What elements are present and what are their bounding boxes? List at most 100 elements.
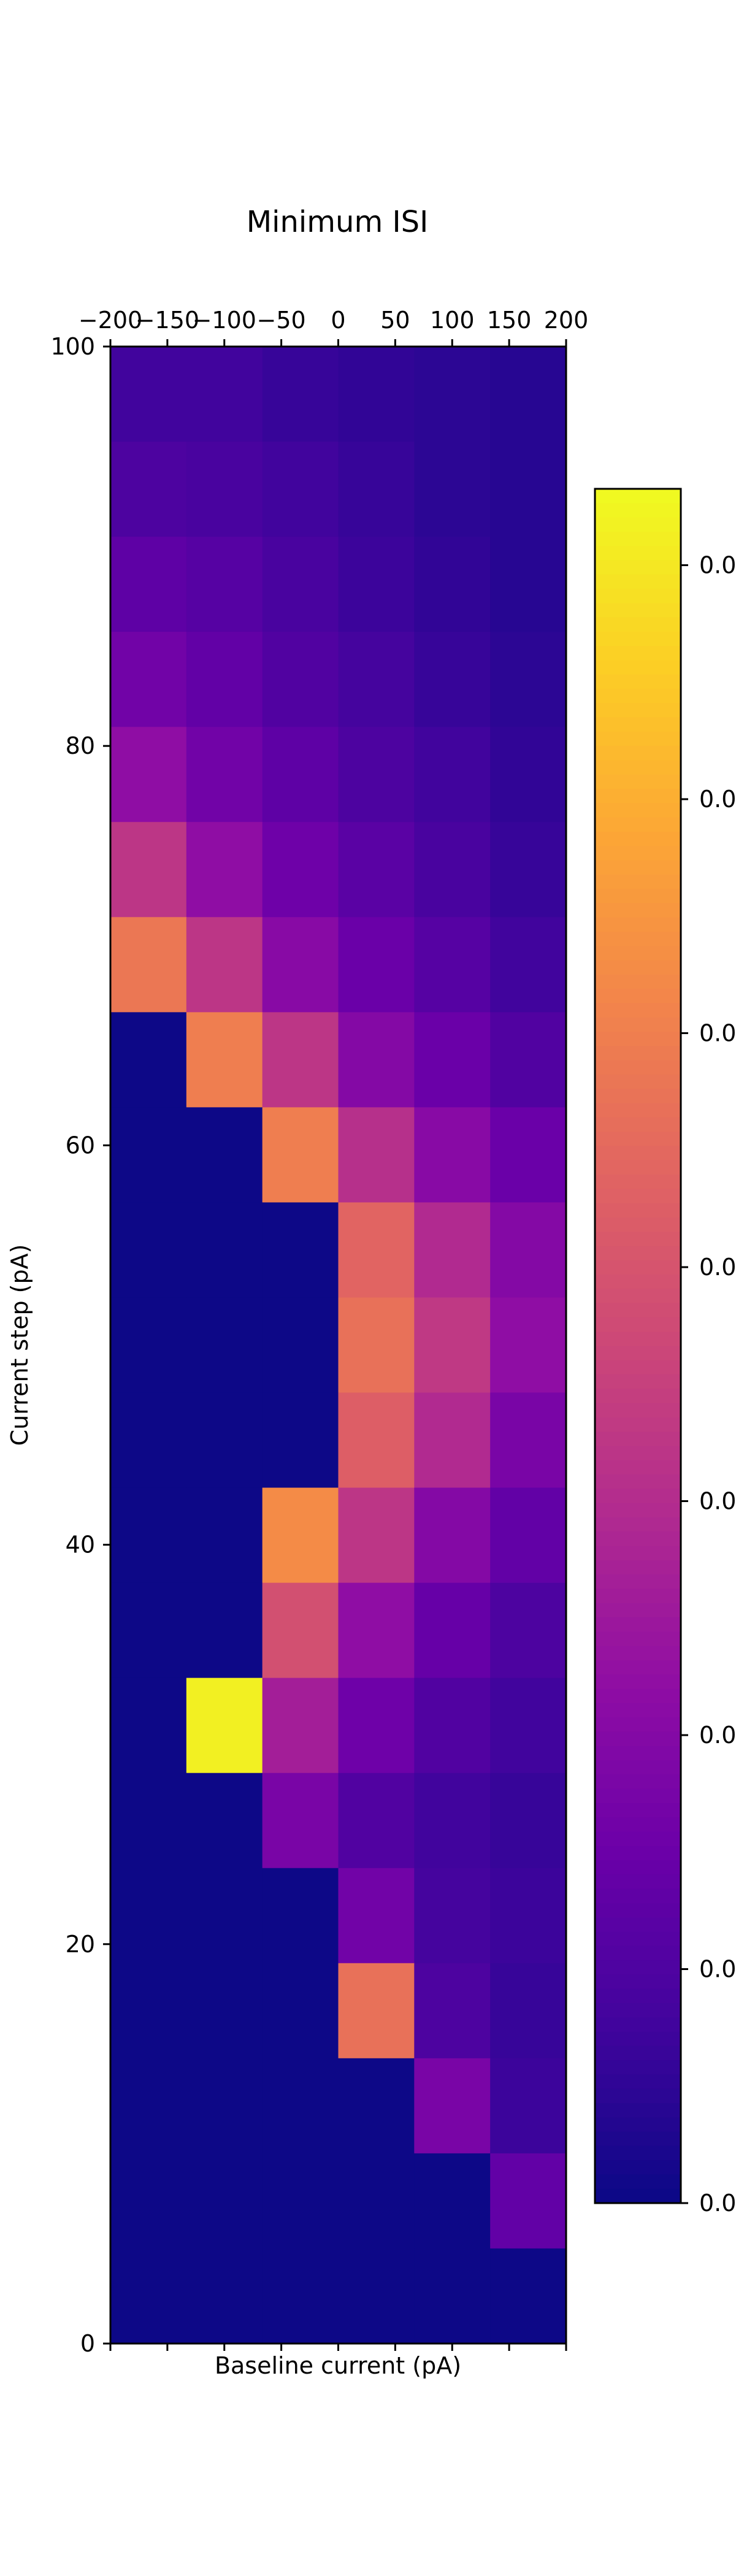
- colorbar-segment: [595, 1903, 681, 1918]
- heatmap-cell: [262, 2248, 339, 2344]
- colorbar-segment: [595, 1289, 681, 1304]
- heatmap-cell: [262, 1582, 339, 1679]
- heatmap-cell: [490, 917, 567, 1013]
- heatmap-cell: [414, 1773, 491, 1869]
- heatmap-cell: [110, 1868, 187, 1964]
- heatmap-cell: [414, 632, 491, 727]
- heatmap-cell: [262, 917, 339, 1013]
- heatmap-cell: [262, 442, 339, 537]
- colorbar-tick-label: 0.0: [699, 1956, 736, 1983]
- x-tick-label: −150: [136, 307, 199, 334]
- heatmap-cell: [338, 2248, 415, 2344]
- heatmap-cell: [110, 2058, 187, 2154]
- heatmap-cell: [262, 1487, 339, 1584]
- colorbar-segment: [595, 1046, 681, 1061]
- colorbar-tick-label: 0.0: [699, 786, 736, 813]
- heatmap-cell: [110, 1012, 187, 1108]
- colorbar-segment: [595, 1945, 681, 1961]
- colorbar-segment: [595, 1631, 681, 1647]
- heatmap-cell: [262, 2153, 339, 2249]
- heatmap-cell: [186, 347, 263, 442]
- heatmap-cell: [186, 442, 263, 537]
- heatmap-cell: [414, 727, 491, 823]
- heatmap-cell: [490, 1582, 567, 1679]
- heatmap-cell: [338, 1297, 415, 1393]
- heatmap-cell: [490, 1392, 567, 1489]
- colorbar-segment: [595, 1817, 681, 1833]
- colorbar-segment: [595, 1560, 681, 1575]
- heatmap-cell: [490, 1012, 567, 1108]
- y-tick-label: 60: [66, 1132, 95, 1159]
- colorbar-segment: [595, 674, 681, 689]
- colorbar-segment: [595, 2003, 681, 2018]
- heatmap-cell: [490, 2058, 567, 2154]
- heatmap-cell: [110, 727, 187, 823]
- heatmap-cell: [490, 1107, 567, 1203]
- colorbar-segment: [595, 531, 681, 546]
- heatmap-cell: [186, 2153, 263, 2249]
- x-tick-label: 150: [487, 307, 532, 334]
- heatmap-cell: [186, 1868, 263, 1964]
- colorbar-segment: [595, 1617, 681, 1633]
- colorbar-segment: [595, 1774, 681, 1790]
- heatmap-cell: [414, 917, 491, 1013]
- heatmap-cell: [338, 537, 415, 632]
- colorbar-segment: [595, 946, 681, 961]
- heatmap-cell: [186, 1963, 263, 2059]
- x-tick-label: −50: [257, 307, 306, 334]
- colorbar-segment: [595, 1503, 681, 1518]
- colorbar-segment: [595, 1803, 681, 1818]
- heatmap-cell: [186, 1297, 263, 1393]
- colorbar-segment: [595, 974, 681, 990]
- heatmap-cell: [110, 1202, 187, 1298]
- heatmap-cell: [110, 2153, 187, 2249]
- colorbar-segment: [595, 489, 681, 504]
- heatmap-cell: [262, 632, 339, 727]
- colorbar-segment: [595, 1931, 681, 1947]
- heatmap-cell: [110, 1107, 187, 1203]
- heatmap-cell: [262, 1107, 339, 1203]
- x-tick-label: −200: [79, 307, 142, 334]
- colorbar-segment: [595, 1831, 681, 1847]
- y-tick-label: 40: [66, 1531, 95, 1558]
- colorbar-segment: [595, 832, 681, 847]
- colorbar-segment: [595, 1574, 681, 1590]
- colorbar-segment: [595, 689, 681, 704]
- heatmap-cell: [186, 1677, 263, 1774]
- colorbar-segment: [595, 1246, 681, 1261]
- colorbar-segment: [595, 760, 681, 775]
- colorbar-segment: [595, 1517, 681, 1533]
- heatmap-cell: [110, 632, 187, 727]
- colorbar-segment: [595, 1346, 681, 1361]
- colorbar-segment: [595, 746, 681, 761]
- heatmap-cell: [414, 1963, 491, 2059]
- colorbar-segment: [595, 1060, 681, 1075]
- colorbar-segment: [595, 1689, 681, 1704]
- heatmap-cell: [338, 1582, 415, 1679]
- colorbar-segment: [595, 932, 681, 947]
- heatmap-cell: [110, 1677, 187, 1774]
- colorbar-segment: [595, 1117, 681, 1132]
- heatmap-cell: [110, 347, 187, 442]
- colorbar-segment: [595, 560, 681, 575]
- heatmap-cell: [110, 917, 187, 1013]
- heatmap-cell: [186, 1392, 263, 1489]
- heatmap-cell: [338, 442, 415, 537]
- colorbar-segment: [595, 1403, 681, 1418]
- colorbar-segment: [595, 2131, 681, 2147]
- colorbar-segment: [595, 1175, 681, 1190]
- x-ticks-top: −200−150−100 −50 0 50 100 150 200: [79, 307, 588, 347]
- heatmap-cell: [338, 822, 415, 918]
- heatmap-cell: [110, 1773, 187, 1869]
- heatmap-cell: [338, 2153, 415, 2249]
- colorbar-segment: [595, 1703, 681, 1718]
- colorbar-segment: [595, 717, 681, 732]
- colorbar: [595, 489, 681, 2204]
- colorbar-segment: [595, 1446, 681, 1461]
- colorbar-segment: [595, 1717, 681, 1733]
- colorbar-segment: [595, 1146, 681, 1161]
- colorbar-segment: [595, 703, 681, 718]
- heatmap-cell: [262, 1677, 339, 1774]
- colorbar-segment: [595, 1217, 681, 1232]
